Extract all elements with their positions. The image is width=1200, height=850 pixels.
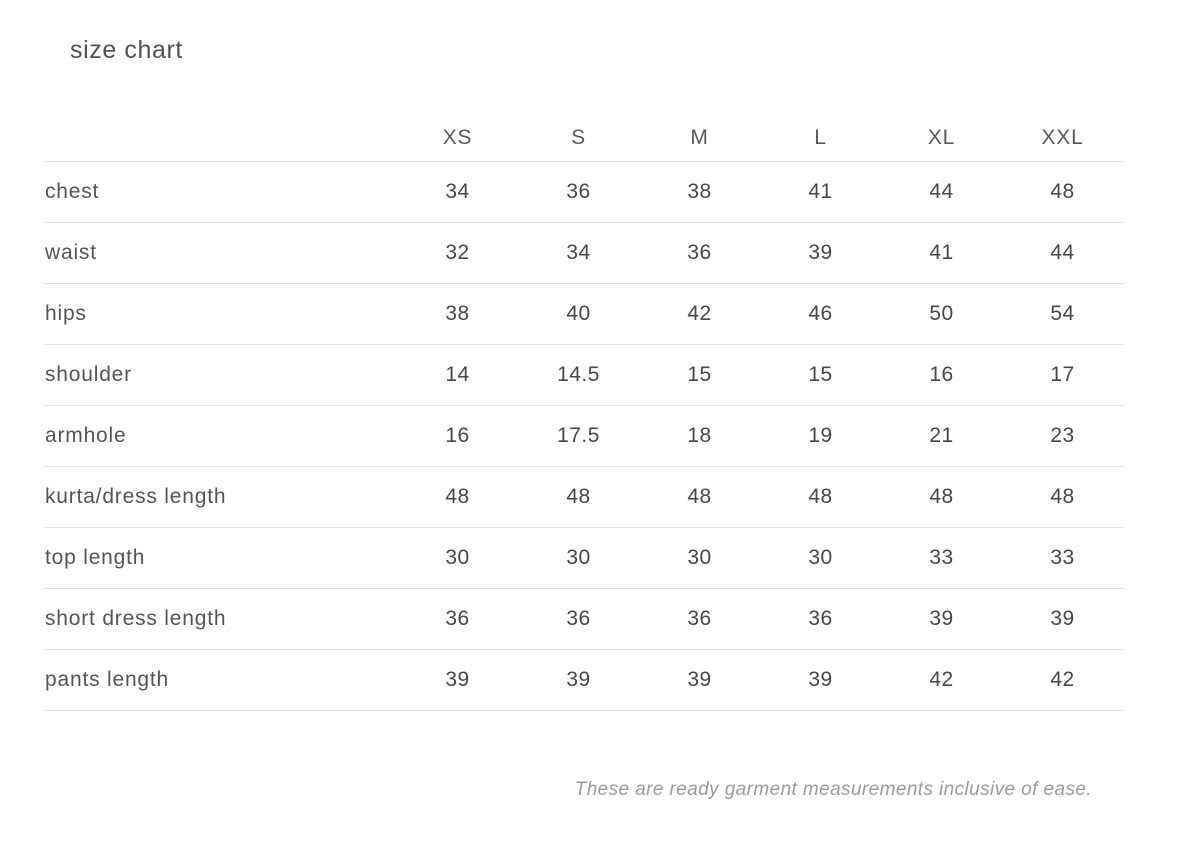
measurement-value: 48 [760,466,881,528]
measurement-value: 39 [397,649,518,711]
measurement-value: 54 [1002,283,1123,345]
measurement-value: 38 [397,283,518,345]
size-chart-table: XS S M L XL XXL chest 34 36 38 41 44 48 waist 32… [45,115,1123,711]
measurement-value: 39 [881,588,1002,650]
header-row: XS S M L XL XXL [45,115,1123,162]
measurement-value: 36 [518,161,639,223]
table-row: armhole 16 17.5 18 19 21 23 [45,405,1123,467]
column-header-m: M [690,126,709,149]
measurement-value: 34 [518,222,639,284]
measurement-value: 39 [760,649,881,711]
column-header-xs: XS [442,126,473,149]
size-table-header: XS S M L XL XXL [45,115,1123,162]
table-row: waist 32 34 36 39 41 44 [45,222,1123,284]
table-row: short dress length 36 36 36 36 39 39 [45,588,1123,650]
measurement-value: 39 [760,222,881,284]
measurement-value: 48 [397,466,518,528]
row-label: armhole [45,405,397,467]
measurement-value: 17.5 [518,405,639,467]
measurement-value: 30 [639,527,760,589]
measurement-value: 44 [1002,222,1123,284]
row-label: shoulder [45,344,397,406]
header-spacer [45,115,397,162]
row-label: hips [45,283,397,345]
measurement-value: 48 [1002,161,1123,223]
size-table-body: chest 34 36 38 41 44 48 waist 32 34 36 39 41 44 hips 38… [45,161,1123,711]
footnote: These are ready garment measurements inc… [574,779,1092,800]
measurement-value: 30 [760,527,881,589]
row-label: chest [45,161,397,223]
page-title: size chart [70,36,183,64]
measurement-value: 15 [760,344,881,406]
measurement-value: 14.5 [518,344,639,406]
measurement-value: 36 [639,222,760,284]
measurement-value: 40 [518,283,639,345]
measurement-value: 19 [760,405,881,467]
table-row: pants length 39 39 39 39 42 42 [45,649,1123,711]
measurement-value: 36 [760,588,881,650]
column-header-xxl: XXL [1041,126,1084,149]
measurement-value: 39 [1002,588,1123,650]
measurement-value: 36 [639,588,760,650]
measurement-value: 21 [881,405,1002,467]
measurement-value: 46 [760,283,881,345]
column-header-l: L [814,126,827,149]
measurement-value: 38 [639,161,760,223]
measurement-value: 30 [518,527,639,589]
measurement-value: 42 [1002,649,1123,711]
measurement-value: 41 [881,222,1002,284]
column-header-s: S [571,126,586,149]
measurement-value: 17 [1002,344,1123,406]
measurement-value: 18 [639,405,760,467]
measurement-value: 42 [881,649,1002,711]
measurement-value: 15 [639,344,760,406]
measurement-value: 36 [397,588,518,650]
measurement-value: 48 [639,466,760,528]
measurement-value: 30 [397,527,518,589]
measurement-value: 41 [760,161,881,223]
measurement-value: 14 [397,344,518,406]
measurement-value: 34 [397,161,518,223]
table-row: hips 38 40 42 46 50 54 [45,283,1123,345]
row-label: top length [45,527,397,589]
measurement-value: 36 [518,588,639,650]
measurement-value: 48 [1002,466,1123,528]
row-label: waist [45,222,397,284]
measurement-value: 50 [881,283,1002,345]
measurement-value: 48 [881,466,1002,528]
measurement-value: 42 [639,283,760,345]
measurement-value: 39 [639,649,760,711]
measurement-value: 32 [397,222,518,284]
measurement-value: 33 [881,527,1002,589]
measurement-value: 16 [397,405,518,467]
table-row: chest 34 36 38 41 44 48 [45,161,1123,223]
measurement-value: 48 [518,466,639,528]
measurement-value: 33 [1002,527,1123,589]
column-header-xl: XL [927,126,956,149]
row-label: kurta/dress length [45,466,397,528]
measurement-value: 44 [881,161,1002,223]
table-row: top length 30 30 30 30 33 33 [45,527,1123,589]
measurement-value: 23 [1002,405,1123,467]
row-label: pants length [45,649,397,711]
table-row: kurta/dress length 48 48 48 48 48 48 [45,466,1123,528]
measurement-value: 16 [881,344,1002,406]
row-label: short dress length [45,588,397,650]
table-row: shoulder 14 14.5 15 15 16 17 [45,344,1123,406]
measurement-value: 39 [518,649,639,711]
